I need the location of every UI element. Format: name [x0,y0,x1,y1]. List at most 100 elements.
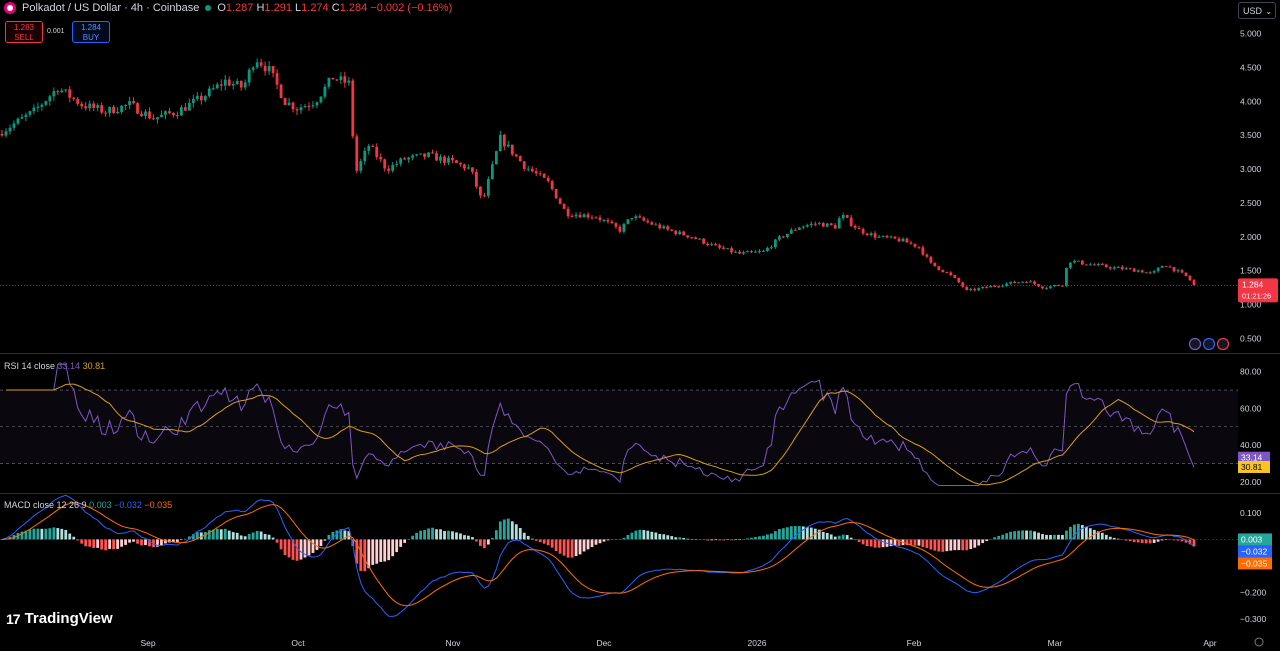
candle-body [1005,283,1009,286]
candle-body [610,221,614,224]
time-axis-tick: Mar [1048,638,1063,648]
candle-body [172,113,175,116]
macd-histogram-bar [518,528,522,540]
candle-body [801,226,805,228]
candle-body [1065,267,1068,286]
candle-body [1084,264,1088,266]
macd-histogram-bar [793,526,797,540]
macd-histogram-bar [24,530,28,540]
rsi-ma-value: 30.81 [82,361,106,371]
macd-histogram-bar [849,537,853,540]
macd-histogram-bar [375,539,379,564]
candle-body [861,229,865,234]
candle-body [530,168,534,172]
macd-histogram-bar [1156,539,1160,542]
macd-histogram-bar [1049,535,1052,540]
macd-histogram-bar [467,535,470,540]
macd-histogram-bar [275,539,279,543]
macd-histogram-bar [1104,534,1108,540]
candle-body [845,215,849,218]
macd-histogram-bar [283,539,287,556]
macd-last-label: −0.032 [1241,546,1268,556]
sell-button[interactable]: 1.283 SELL [5,21,43,43]
macd-histogram-bar [271,537,275,540]
symbol-title[interactable]: Polkadot / US Dollar · 4h · Coinbase [22,2,200,14]
macd-histogram-bar [1033,531,1036,540]
macd-histogram-bar [259,531,263,540]
candle-body [152,118,155,120]
candle-body [1192,280,1196,286]
candle-body [1156,267,1160,272]
candle-body [1073,260,1076,263]
macd-histogram-bar [889,539,893,547]
macd-histogram-bar [578,539,582,555]
candle-body [343,76,347,83]
macd-histogram-bar [419,530,422,540]
macd-histogram-bar [981,539,985,544]
macd-last-label-bg [1238,533,1272,546]
rsi-axis-tick: 20.00 [1240,477,1262,487]
macd-histogram-bar [909,539,913,546]
candle-body [315,102,319,106]
settings-gear-icon[interactable] [1254,637,1264,647]
candle-body [937,266,941,270]
candle-body [52,91,56,97]
candle-body [191,98,195,103]
candle-body [164,111,167,115]
tradingview-logo[interactable]: 17 TradingView [6,610,113,627]
candle-body [1148,272,1152,274]
candle-body [1076,260,1080,262]
candle-body [144,111,147,117]
macd-histogram-bar [112,539,116,550]
candle-body [913,243,917,247]
macd-histogram-bar [347,531,351,540]
currency-select[interactable]: USD ⌄ [1238,2,1276,19]
macd-histogram-bar [431,527,434,540]
macd-histogram-bar [1088,528,1092,540]
candle-body [443,156,446,163]
macd-histogram-bar [1112,537,1116,540]
macd-histogram-bar [670,536,674,540]
macd-histogram-bar [136,539,139,544]
macd-histogram-bar [1021,530,1024,540]
macd-histogram-bar [853,539,857,541]
macd-histogram-bar [945,539,949,552]
candle-body [391,164,395,171]
macd-histogram-bar [1132,539,1136,543]
candle-body [1144,272,1148,274]
candle-body [766,247,769,251]
macd-histogram-bar [1176,539,1180,541]
macd-histogram-bar [387,539,391,561]
macd-histogram-bar [766,534,769,540]
price-axis-tick: 4.500 [1240,62,1262,72]
macd-histogram-bar [455,532,458,540]
candle-body [1017,282,1020,284]
macd-histogram-bar [439,529,442,540]
macd-histogram-bar [929,539,933,550]
macd-histogram-bar [44,528,48,540]
macd-histogram-bar [423,529,426,540]
macd-histogram-bar [20,531,24,540]
macd-histogram-bar [801,526,805,540]
candle-body [570,216,574,218]
rsi-legend: RSI 14 close 33.14 30.81 [4,361,105,371]
macd-histogram-bar [32,528,36,540]
candle-body [1088,264,1092,266]
macd-axis-tick: 0.100 [1240,508,1262,518]
candle-body [160,114,163,118]
candle-body [427,152,430,157]
candle-body [514,154,518,157]
candle-body [407,157,411,160]
macd-histogram-bar [694,539,698,540]
macd-histogram-bar [303,539,307,558]
candle-body [140,113,143,117]
macd-histogram-bar [1160,539,1164,541]
macd-histogram-bar [506,518,510,540]
macd-histogram-bar [1140,539,1144,544]
buy-button[interactable]: 1.284 BUY [72,21,110,43]
candle-body [379,157,383,160]
candle-body [335,79,339,81]
macd-histogram-bar [917,539,921,546]
candle-body [355,136,359,171]
